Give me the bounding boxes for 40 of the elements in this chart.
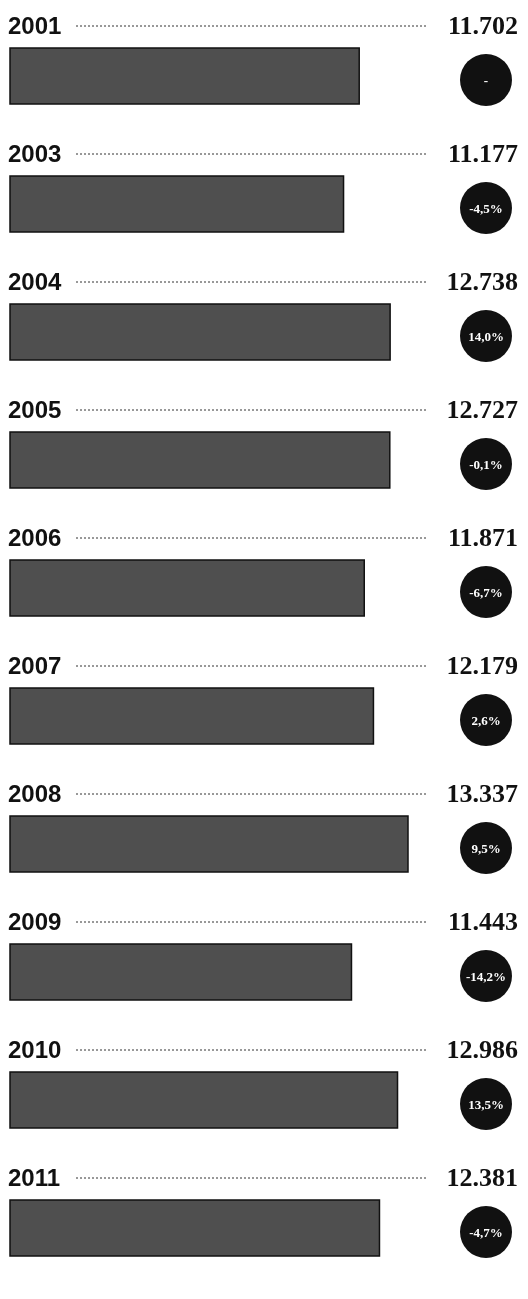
bar	[9, 559, 365, 617]
data-label: 13.337	[446, 779, 518, 808]
bar	[9, 943, 353, 1001]
y-tick-label: 2010	[8, 1036, 62, 1063]
data-label: 12.986	[446, 1035, 518, 1064]
y-tick-label: 2009	[8, 908, 62, 935]
y-tick-label: 2001	[8, 12, 62, 39]
bar	[9, 815, 409, 873]
data-label: 12.727	[446, 395, 518, 424]
text: -4,5%	[469, 201, 503, 216]
text: -6,7%	[469, 585, 503, 600]
data-label: 11.443	[447, 907, 518, 936]
bar	[9, 1199, 381, 1257]
data-label: 12.381	[446, 1163, 518, 1192]
text: 13,5%	[468, 1097, 504, 1112]
text: -0,1%	[469, 457, 503, 472]
y-tick-label: 2006	[8, 524, 62, 551]
text: -4,7%	[469, 1225, 503, 1240]
text: -14,2%	[465, 969, 507, 984]
y-tick-label: 2008	[8, 780, 62, 807]
data-label: 11.702	[447, 11, 518, 40]
y-tick-label: 2005	[8, 396, 62, 423]
bar	[9, 687, 375, 745]
text: -	[483, 73, 489, 88]
y-tick-label: 2004	[8, 268, 63, 295]
bar	[9, 175, 345, 233]
text: 9,5%	[471, 841, 501, 856]
text: 2,6%	[471, 713, 501, 728]
y-tick-label: 2011	[8, 1164, 61, 1191]
data-label: 12.179	[446, 651, 518, 680]
data-label: 11.871	[447, 523, 518, 552]
bar	[9, 303, 391, 361]
data-label: 12.738	[446, 267, 518, 296]
data-label: 11.177	[447, 139, 518, 168]
y-tick-label: 2003	[8, 140, 62, 167]
bar	[9, 431, 391, 489]
bar	[9, 1071, 399, 1129]
y-tick-label: 2007	[8, 652, 62, 679]
bar	[9, 47, 360, 105]
text: 14,0%	[468, 329, 504, 344]
